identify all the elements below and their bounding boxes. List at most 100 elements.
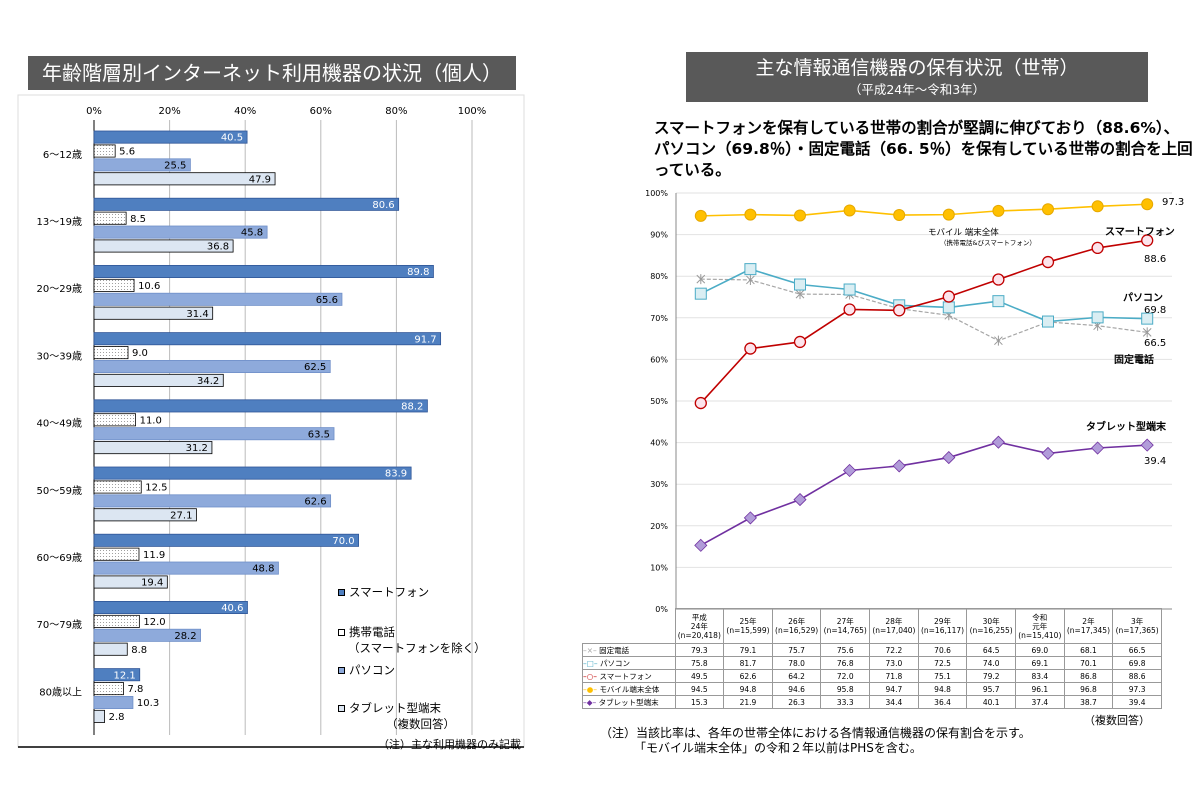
table-cell: 94.6 bbox=[771, 682, 822, 696]
right-note-1: （注）当該比率は、各年の世帯全体における各情報通信機器の保有割合を示す。 bbox=[600, 726, 1031, 740]
pc-point bbox=[694, 287, 707, 300]
table-year: 27年 bbox=[836, 617, 854, 626]
left-bar bbox=[93, 709, 105, 723]
left-bar-value: 9.0 bbox=[132, 348, 148, 359]
table-year: 3年 bbox=[1130, 617, 1144, 626]
table-sample-size: (n=17,365) bbox=[1115, 626, 1159, 635]
tablet-point bbox=[991, 435, 1005, 449]
table-cell: 68.1 bbox=[1063, 643, 1114, 657]
right-y-tick: 100% bbox=[645, 189, 668, 198]
table-cell: 62.6 bbox=[723, 669, 773, 683]
left-bar-value: 12.5 bbox=[145, 483, 167, 494]
table-year-header: 2年 (n=17,345) bbox=[1063, 608, 1114, 644]
table-year: 30年 bbox=[982, 617, 1000, 626]
left-bar-chart: 0% 20% 40% 60% 80% 100% 6～12歳 40.5 5.6 25.5 47.9 1… bbox=[17, 94, 525, 748]
tablet-end-value: 39.4 bbox=[1144, 456, 1166, 467]
left-bar bbox=[93, 601, 248, 615]
pc-point bbox=[1141, 312, 1154, 325]
left-bar bbox=[93, 575, 168, 589]
table-sample-size: (n=15,599) bbox=[726, 626, 770, 635]
table-row: –●– モバイル端末全体 94.5 94.8 94.6 95.8 94.7 94.8 95.7… bbox=[582, 682, 1162, 696]
left-bar-value: 62.5 bbox=[304, 362, 326, 373]
table-year-header: 令和 元年 (n=15,410) bbox=[1014, 608, 1065, 644]
smartphone-point bbox=[893, 304, 906, 317]
table-sample-size: (n=17,040) bbox=[872, 626, 916, 635]
left-bar bbox=[93, 561, 279, 575]
smartphone-point bbox=[1041, 255, 1055, 269]
landline-end-value: 66.5 bbox=[1144, 338, 1166, 349]
left-category-label: 70～79歳 bbox=[37, 619, 82, 631]
table-series-label: –◆– タブレット型端末 bbox=[582, 695, 676, 709]
tablet-point bbox=[1091, 441, 1105, 455]
left-bar bbox=[93, 144, 116, 158]
right-y-tick: 0% bbox=[655, 605, 668, 614]
table-cell: 34.4 bbox=[869, 695, 919, 709]
table-row: –○– スマートフォン 49.5 62.6 64.2 72.0 71.8 75.1 79.2 8… bbox=[582, 669, 1162, 683]
left-bar-value: 31.2 bbox=[186, 443, 208, 454]
table-row: –×– 固定電話 79.3 79.1 75.7 75.6 72.2 70.6 64.5 69.0… bbox=[582, 643, 1162, 657]
left-title: 年齢階層別インターネット利用機器の状況（個人） bbox=[28, 56, 516, 90]
right-y-tick: 90% bbox=[650, 231, 668, 240]
smartphone-point bbox=[1141, 234, 1154, 247]
table-cell: 64.2 bbox=[771, 669, 822, 683]
mobile-point bbox=[694, 209, 707, 222]
legend-swatch bbox=[338, 667, 345, 674]
left-x-tick: 60% bbox=[310, 106, 332, 117]
left-bar-value: 47.9 bbox=[249, 174, 271, 185]
left-bar bbox=[93, 332, 442, 346]
table-cell: 95.8 bbox=[820, 682, 871, 696]
table-cell: 79.3 bbox=[674, 643, 725, 657]
left-x-tick: 40% bbox=[234, 106, 256, 117]
table-year-header: 25年 (n=15,599) bbox=[723, 608, 773, 644]
table-cell: 79.1 bbox=[723, 643, 773, 657]
landline-point bbox=[795, 289, 805, 300]
legend-label: スマートフォン bbox=[349, 585, 430, 599]
table-year-header: 平成 24年 (n=20,418) bbox=[674, 608, 725, 644]
left-bar-value: 8.8 bbox=[131, 645, 147, 656]
left-bar-value: 2.8 bbox=[109, 712, 125, 723]
table-cell: 75.1 bbox=[917, 669, 968, 683]
table-year: 26年 bbox=[788, 617, 806, 626]
right-y-tick: 20% bbox=[650, 522, 668, 531]
table-cell: 38.7 bbox=[1063, 695, 1114, 709]
left-bar-value: 7.8 bbox=[127, 684, 143, 695]
table-year-header: 3年 (n=17,365) bbox=[1112, 608, 1162, 644]
pc-point bbox=[992, 295, 1005, 308]
mobile-point bbox=[843, 204, 856, 217]
table-cell: 64.5 bbox=[966, 643, 1016, 657]
right-series-line bbox=[700, 268, 1148, 323]
table-sample-size: (n=16,117) bbox=[920, 626, 965, 635]
table-cell: 95.7 bbox=[966, 682, 1016, 696]
table-cell: 74.0 bbox=[966, 656, 1016, 670]
left-bar bbox=[93, 427, 335, 441]
left-bar bbox=[93, 441, 213, 455]
left-bar bbox=[93, 359, 331, 373]
table-cell: 78.0 bbox=[771, 656, 822, 670]
table-series-name: スマートフォン bbox=[599, 671, 652, 681]
left-bar bbox=[93, 346, 129, 360]
left-bar bbox=[93, 211, 127, 225]
left-bar bbox=[93, 628, 201, 642]
table-series-label: –○– スマートフォン bbox=[582, 669, 676, 683]
right-y-tick: 10% bbox=[650, 563, 668, 572]
left-bar-value: 62.6 bbox=[304, 497, 326, 508]
right-headline: スマートフォンを保有している世帯の割合が堅調に伸びており（88.6%）、パソコン… bbox=[654, 119, 1193, 179]
left-bar bbox=[93, 533, 360, 547]
tablet-point bbox=[1140, 438, 1154, 452]
table-year: 25年 bbox=[739, 617, 757, 626]
smartphone-label: スマートフォン bbox=[1105, 226, 1175, 238]
mobile-label: モバイル 端末全体 bbox=[928, 227, 999, 238]
mobile-point bbox=[992, 204, 1005, 217]
right-series-line bbox=[700, 278, 1148, 342]
table-series-marker-icon: –●– bbox=[583, 684, 600, 694]
table-cell: 70.6 bbox=[917, 643, 968, 657]
tablet-point bbox=[743, 511, 757, 525]
table-cell: 36.4 bbox=[917, 695, 968, 709]
table-year: 平成 24年 bbox=[690, 612, 708, 631]
left-bar-value: 91.7 bbox=[414, 334, 436, 345]
left-category-label: 6～12歳 bbox=[43, 149, 82, 161]
left-bar bbox=[93, 373, 224, 387]
mobile-point bbox=[1042, 203, 1054, 216]
left-bar-value: 31.4 bbox=[186, 309, 208, 320]
table-sample-size: (n=16,529) bbox=[775, 626, 819, 635]
